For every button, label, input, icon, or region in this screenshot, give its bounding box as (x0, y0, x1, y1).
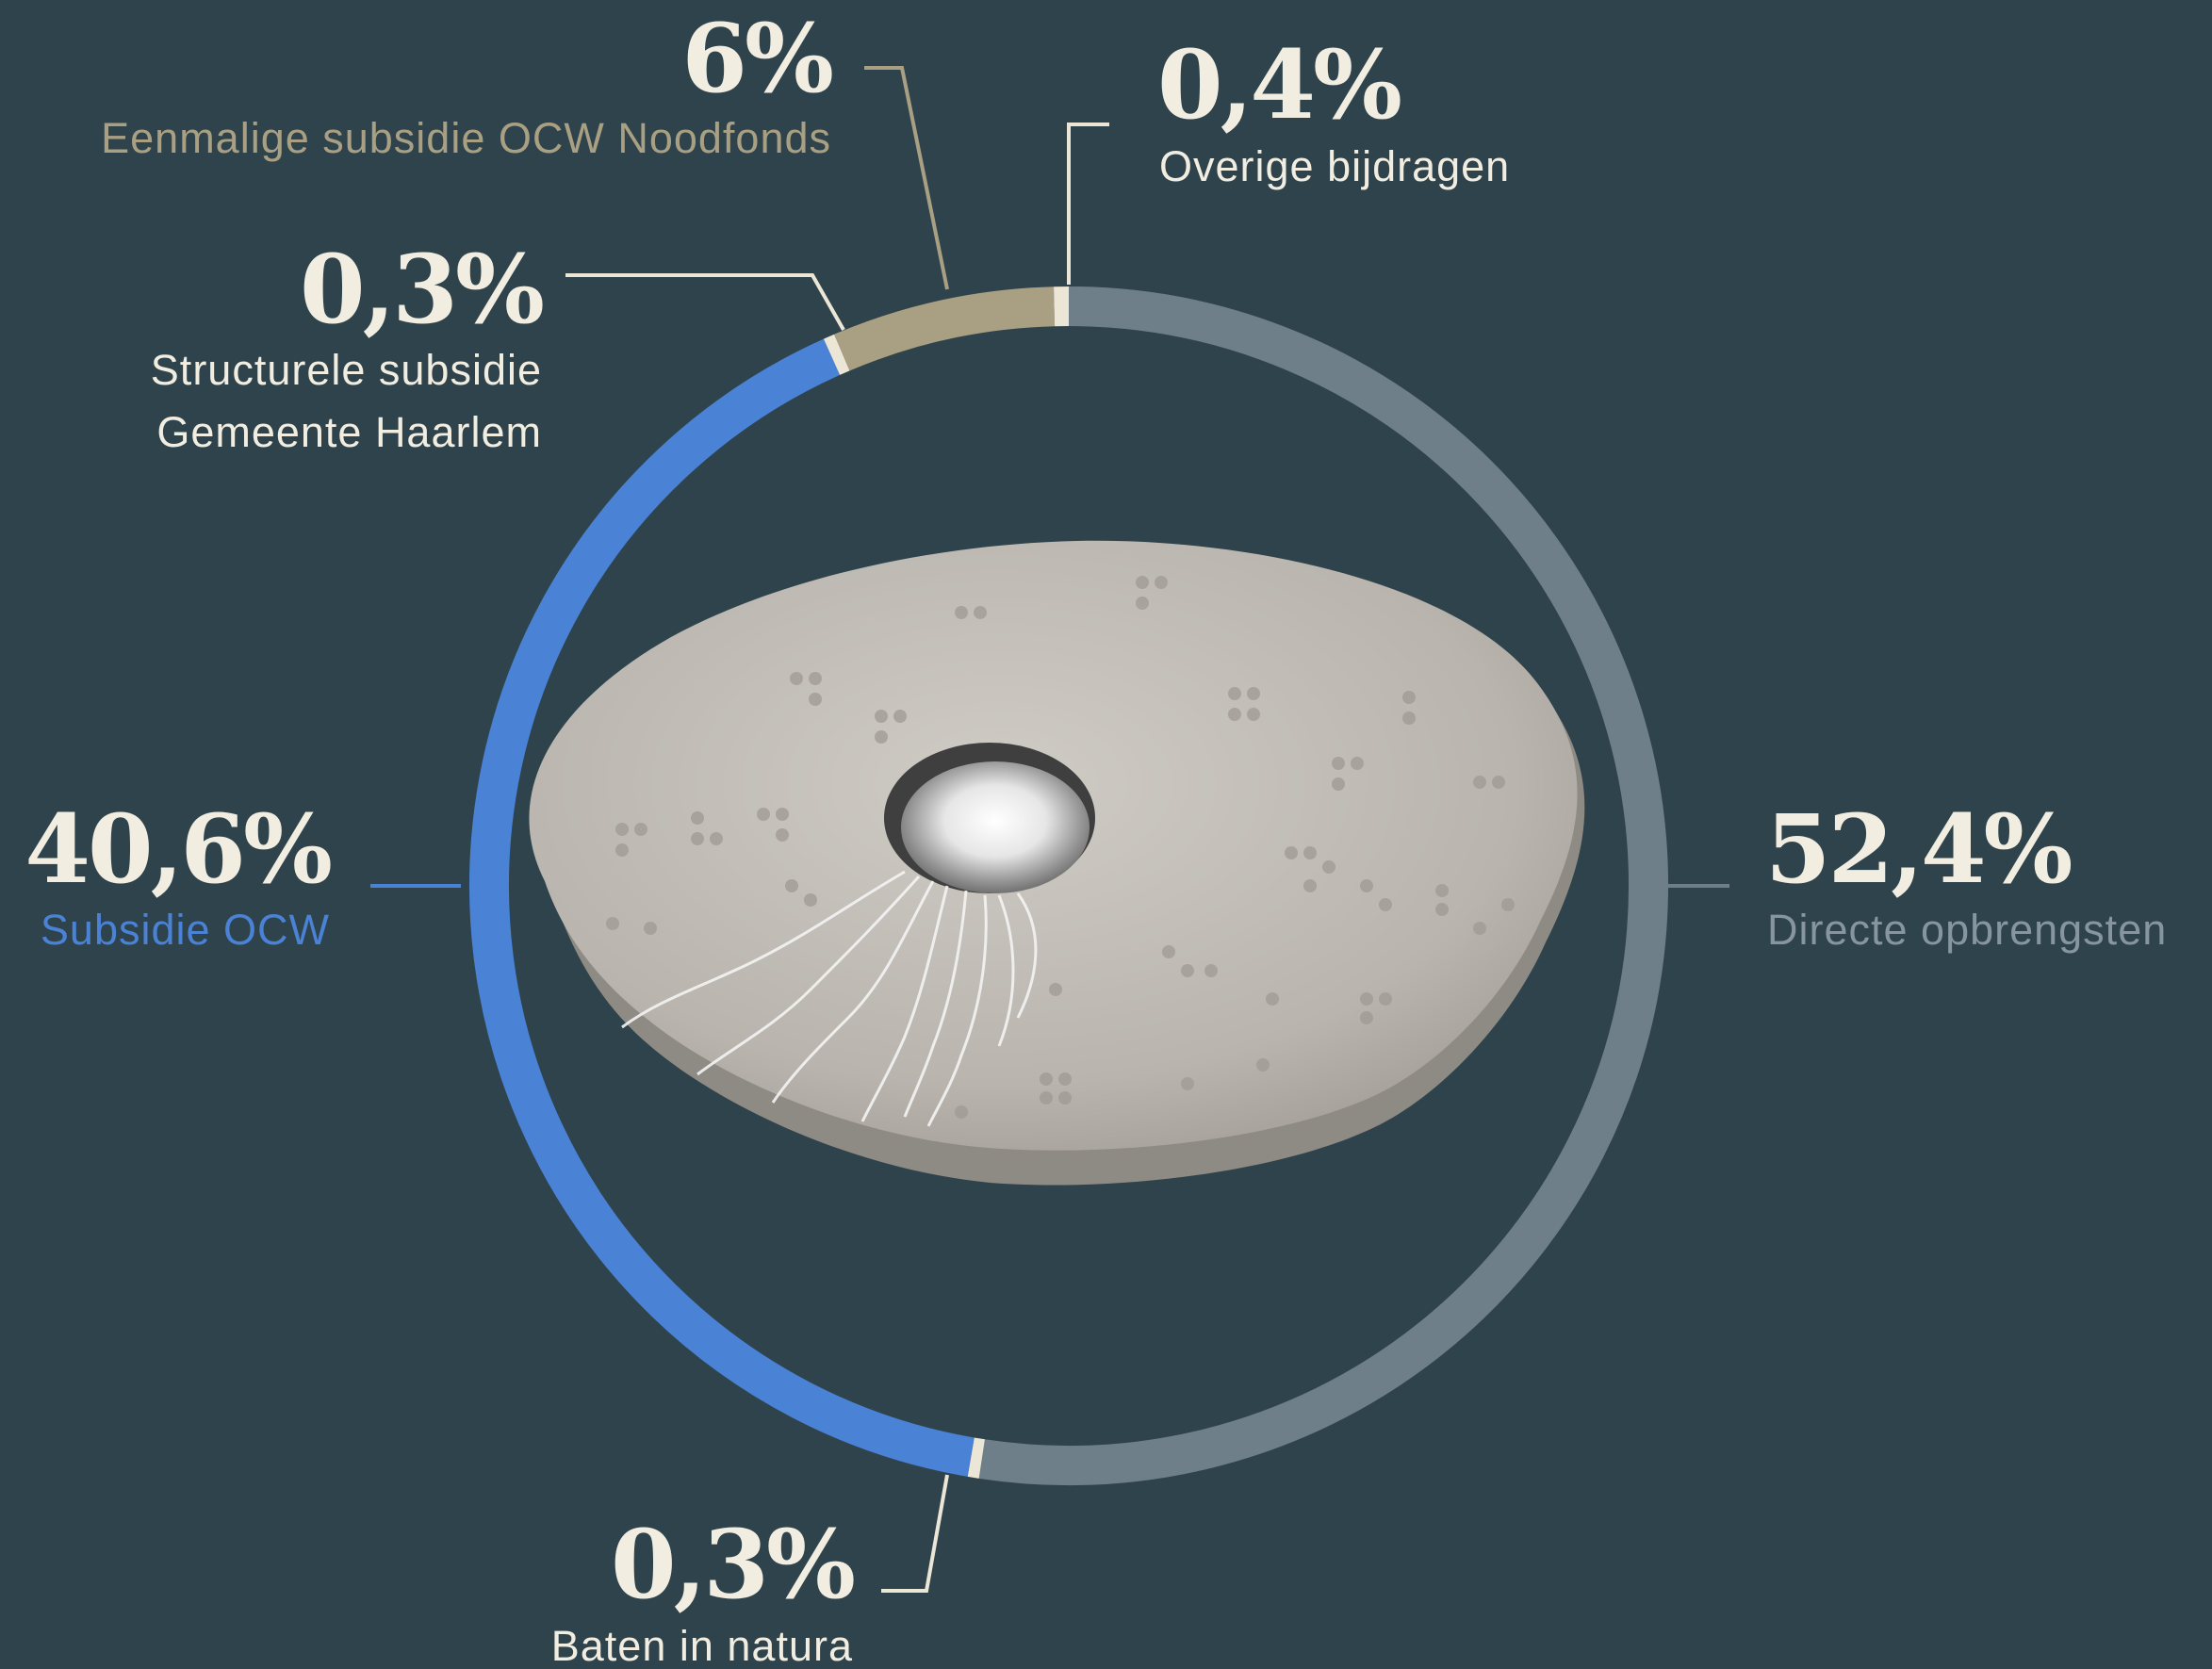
label-overige: 0,4% Overige bijdragen (1157, 29, 1510, 190)
slice-ocw (469, 338, 975, 1477)
leader-line-noodfonds (864, 66, 949, 290)
leader-line-overige (1067, 123, 1109, 285)
slice-gemeente (823, 334, 850, 375)
donut-ring (469, 286, 1669, 1485)
name-natura: Baten in natura (551, 1622, 853, 1669)
label-directe: 52,4% Directe opbrengsten (1765, 794, 2167, 954)
leader-line-natura (881, 1474, 949, 1593)
name-gemeente-line1: Structurele subsidie (151, 346, 542, 394)
label-natura: 0,3% Baten in natura (551, 1509, 857, 1669)
label-gemeente: 0,3% Structurele subsidie Gemeente Haarl… (151, 234, 546, 456)
name-overige: Overige bijdragen (1159, 142, 1510, 190)
slice-natura (967, 1437, 986, 1479)
leader-line-gemeente (565, 273, 845, 331)
name-directe: Directe opbrengsten (1767, 906, 2167, 954)
value-noodfonds: 6% (681, 3, 832, 114)
leader-lines (370, 66, 1729, 1593)
value-ocw: 40,6% (25, 794, 331, 905)
slice-directe (978, 286, 1669, 1485)
slice-noodfonds (834, 286, 1056, 371)
value-directe: 52,4% (1765, 794, 2072, 905)
name-gemeente-line2: Gemeente Haarlem (156, 408, 542, 456)
value-overige: 0,4% (1157, 29, 1401, 140)
name-noodfonds: Eenmalige subsidie OCW Noodfonds (101, 114, 831, 162)
label-noodfonds: 6% Eenmalige subsidie OCW Noodfonds (101, 3, 835, 162)
name-ocw: Subsidie OCW (41, 906, 330, 954)
value-natura: 0,3% (611, 1509, 854, 1620)
value-gemeente: 0,3% (300, 234, 543, 345)
label-ocw: 40,6% Subsidie OCW (25, 794, 334, 954)
silver-award-sculpture-icon (529, 540, 1585, 1186)
